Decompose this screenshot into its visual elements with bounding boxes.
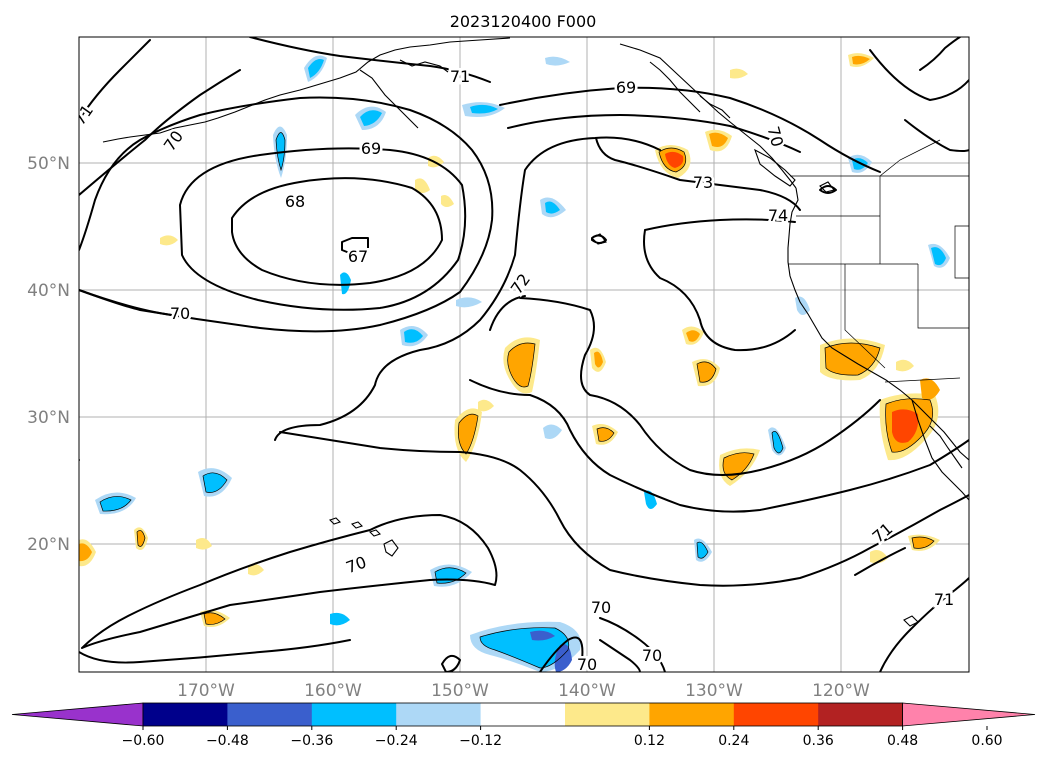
contour-label: 74 xyxy=(768,206,788,225)
colorbar-extend-high xyxy=(902,702,1036,727)
colorbar-segment xyxy=(565,703,650,726)
lon-label: 170°W xyxy=(177,681,235,701)
map-title: 2023120400 F000 xyxy=(450,12,597,31)
colorbar: −0.60 −0.48 −0.36 −0.24 −0.12 0.12 0.24 0.36 0.4… xyxy=(11,702,1036,749)
colorbar-segment xyxy=(480,703,566,726)
colorbar-tick-label: 0.60 xyxy=(971,733,1002,749)
colorbar-tick-label: 0.48 xyxy=(887,733,918,749)
contour-label: 68 xyxy=(285,192,305,211)
colorbar-segment xyxy=(733,703,819,726)
contour-label: 70 xyxy=(642,646,662,665)
colorbar-segment xyxy=(396,703,482,726)
colorbar-tick-label: 0.36 xyxy=(803,733,834,749)
contour-label: 70 xyxy=(591,598,611,617)
colorbar-frame xyxy=(142,702,903,727)
latitude-labels: 50°N 40°N 30°N 20°N xyxy=(27,154,70,555)
lat-label: 20°N xyxy=(27,535,70,555)
colorbar-tick-label: −0.48 xyxy=(206,733,249,749)
colorbar-segment xyxy=(311,703,397,726)
lat-label: 40°N xyxy=(27,281,70,301)
colorbar-tick-label: −0.24 xyxy=(375,733,418,749)
political-borders xyxy=(788,139,969,383)
anomaly-outlines xyxy=(99,132,935,669)
colorbar-segment xyxy=(143,703,228,726)
lon-label: 130°W xyxy=(685,681,743,701)
lon-label: 120°W xyxy=(812,681,870,701)
colorbar-tick-label: −0.36 xyxy=(290,733,333,749)
colorbar-segment xyxy=(227,703,313,726)
lat-label: 50°N xyxy=(27,154,70,174)
contour-label: 70 xyxy=(170,304,190,323)
map-frame xyxy=(78,36,970,673)
contour-label: 73 xyxy=(693,173,713,192)
colorbar-tick-label: −0.12 xyxy=(459,733,502,749)
colorbar-extend-low xyxy=(11,702,144,727)
contour-label: 71 xyxy=(934,590,954,609)
colorbar-tick-label: 0.12 xyxy=(634,733,665,749)
contour-label: 71 xyxy=(450,67,470,86)
longitude-labels: 170°W 160°W 150°W 140°W 130°W 120°W xyxy=(177,681,870,701)
colorbar-tick-label: 0.24 xyxy=(718,733,749,749)
contour-label: 67 xyxy=(348,247,368,266)
map-area: 71 70 69 68 67 70 72 69 73 74 70 70 70 7… xyxy=(79,37,969,674)
lon-label: 140°W xyxy=(558,681,616,701)
lon-label: 160°W xyxy=(304,681,362,701)
anomaly-fills xyxy=(79,53,950,672)
contour-label: 69 xyxy=(361,139,381,158)
colorbar-segment xyxy=(649,703,735,726)
contour-label: 70 xyxy=(577,655,597,674)
coastlines xyxy=(102,37,969,627)
colorbar-segment xyxy=(818,703,904,726)
contour-label: 69 xyxy=(616,78,636,97)
lat-label: 30°N xyxy=(27,408,70,428)
lon-label: 150°W xyxy=(431,681,489,701)
height-contours xyxy=(79,37,969,672)
colorbar-tick-label: −0.60 xyxy=(122,733,165,749)
